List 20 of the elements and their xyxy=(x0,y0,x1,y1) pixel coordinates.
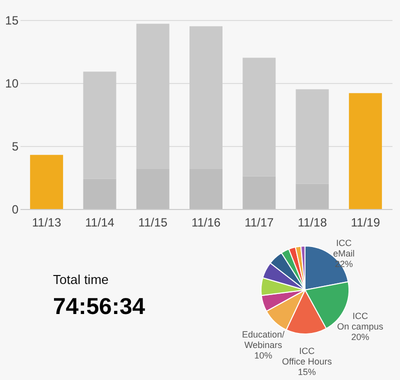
x-tick-label: 11/13 xyxy=(32,216,62,230)
data-label: 10% xyxy=(254,350,272,360)
x-tick-label: 11/17 xyxy=(244,216,274,230)
y-tick-label: 5 xyxy=(12,140,19,154)
x-tick-label: 11/14 xyxy=(85,216,115,230)
bar xyxy=(30,154,64,209)
data-label: 20% xyxy=(351,332,370,342)
y-tick-label: 0 xyxy=(12,202,19,216)
x-tick-label: 11/19 xyxy=(350,216,380,230)
slice-label: ICC eMail xyxy=(333,238,355,258)
x-tick-label: 11/18 xyxy=(298,216,328,230)
y-tick-label: 15 xyxy=(5,14,19,28)
x-tick-label: 11/15 xyxy=(138,216,168,230)
y-tick-label: 10 xyxy=(5,76,19,90)
bar xyxy=(348,93,382,209)
text: 74:56:34 xyxy=(53,293,146,320)
slice-label: ICC On campus xyxy=(337,310,384,332)
text: Total time xyxy=(53,272,110,287)
data-label: 15% xyxy=(298,366,316,377)
x-tick-label: 11/16 xyxy=(191,216,221,230)
